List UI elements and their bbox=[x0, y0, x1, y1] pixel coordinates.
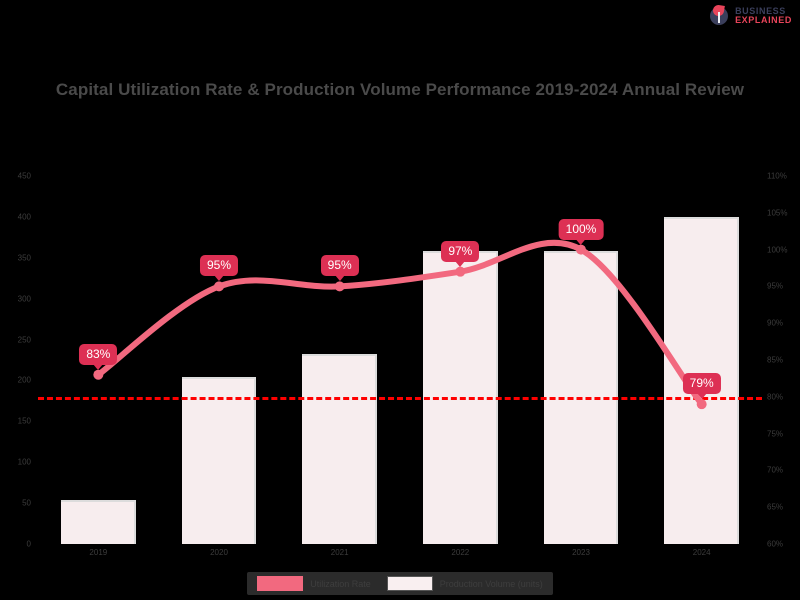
data-label: 79% bbox=[682, 373, 721, 395]
line-point[interactable] bbox=[214, 281, 224, 292]
line-swatch-icon bbox=[257, 576, 304, 591]
legend-item-line[interactable]: Utilization Rate bbox=[257, 576, 371, 591]
brand-logo: BUSINESS EXPLAINED bbox=[708, 4, 792, 27]
data-label: 83% bbox=[79, 343, 118, 365]
y-axis-left: 450 400 350 300 250 200 150 100 50 0 bbox=[0, 172, 36, 549]
y-tick-right: 110% bbox=[767, 171, 787, 181]
x-tick-label: 2024 bbox=[692, 548, 711, 557]
bar[interactable] bbox=[60, 499, 136, 544]
x-tick-label: 2021 bbox=[330, 548, 349, 557]
logo-line-1: BUSINESS bbox=[735, 5, 786, 16]
x-tick-label: 2019 bbox=[89, 548, 108, 557]
y-tick-right: 85% bbox=[767, 355, 784, 365]
y-tick-left: 250 bbox=[17, 335, 31, 345]
x-tick-label: 2022 bbox=[451, 548, 470, 557]
bar[interactable] bbox=[302, 354, 378, 544]
y-tick-left: 200 bbox=[17, 375, 31, 385]
y-tick-left: 400 bbox=[17, 212, 31, 222]
data-label: 100% bbox=[558, 218, 604, 240]
y-tick-right: 100% bbox=[767, 245, 788, 255]
y-tick-left: 300 bbox=[17, 294, 31, 304]
chart-title: Capital Utilization Rate & Production Vo… bbox=[55, 80, 745, 99]
line-series bbox=[93, 239, 707, 410]
legend-label-line: Utilization Rate bbox=[310, 578, 371, 589]
x-tick-label: 2020 bbox=[210, 548, 228, 557]
bar-swatch-icon bbox=[386, 576, 433, 591]
y-tick-right: 80% bbox=[767, 392, 784, 402]
line-point[interactable] bbox=[334, 281, 345, 292]
y-tick-right: 60% bbox=[767, 539, 784, 549]
y-axis-right: 110% 105% 100% 95% 90% 85% 80% 75% 70% 65% 60% bbox=[762, 172, 798, 549]
y-tick-left: 100 bbox=[17, 457, 31, 467]
line-path bbox=[95, 239, 705, 408]
plot-area: 83% 95% 95% 97% 100% 79% bbox=[38, 176, 762, 544]
legend-item-bar[interactable]: Production Volume (units) bbox=[386, 576, 543, 591]
y-tick-left: 0 bbox=[26, 539, 31, 549]
data-label: 95% bbox=[199, 255, 239, 277]
y-tick-right: 95% bbox=[767, 281, 784, 291]
y-tick-left: 50 bbox=[22, 498, 31, 508]
data-label: 95% bbox=[320, 255, 359, 277]
bar[interactable] bbox=[181, 377, 257, 544]
target-line bbox=[38, 396, 762, 400]
y-tick-right: 70% bbox=[767, 465, 784, 475]
y-tick-right: 65% bbox=[767, 502, 784, 512]
y-tick-right: 105% bbox=[767, 208, 788, 218]
logo-line-2: EXPLAINED bbox=[735, 15, 792, 25]
leaf-circle-logo-icon bbox=[708, 4, 730, 27]
y-tick-left: 450 bbox=[17, 171, 31, 181]
y-tick-left: 350 bbox=[17, 253, 31, 263]
legend-label-bar: Production Volume (units) bbox=[439, 578, 543, 589]
y-tick-right: 75% bbox=[767, 429, 784, 439]
line-point[interactable] bbox=[455, 266, 466, 277]
y-tick-left: 150 bbox=[17, 416, 31, 426]
x-axis-labels: 2019 2020 2021 2022 2023 2024 bbox=[38, 548, 762, 564]
chart-legend: Utilization Rate Production Volume (unit… bbox=[0, 572, 800, 595]
line-point[interactable] bbox=[576, 244, 586, 255]
x-tick-label: 2023 bbox=[572, 548, 590, 557]
line-point[interactable] bbox=[696, 399, 707, 410]
y-tick-right: 90% bbox=[767, 318, 784, 328]
data-label: 97% bbox=[441, 240, 480, 262]
line-point[interactable] bbox=[93, 369, 104, 380]
